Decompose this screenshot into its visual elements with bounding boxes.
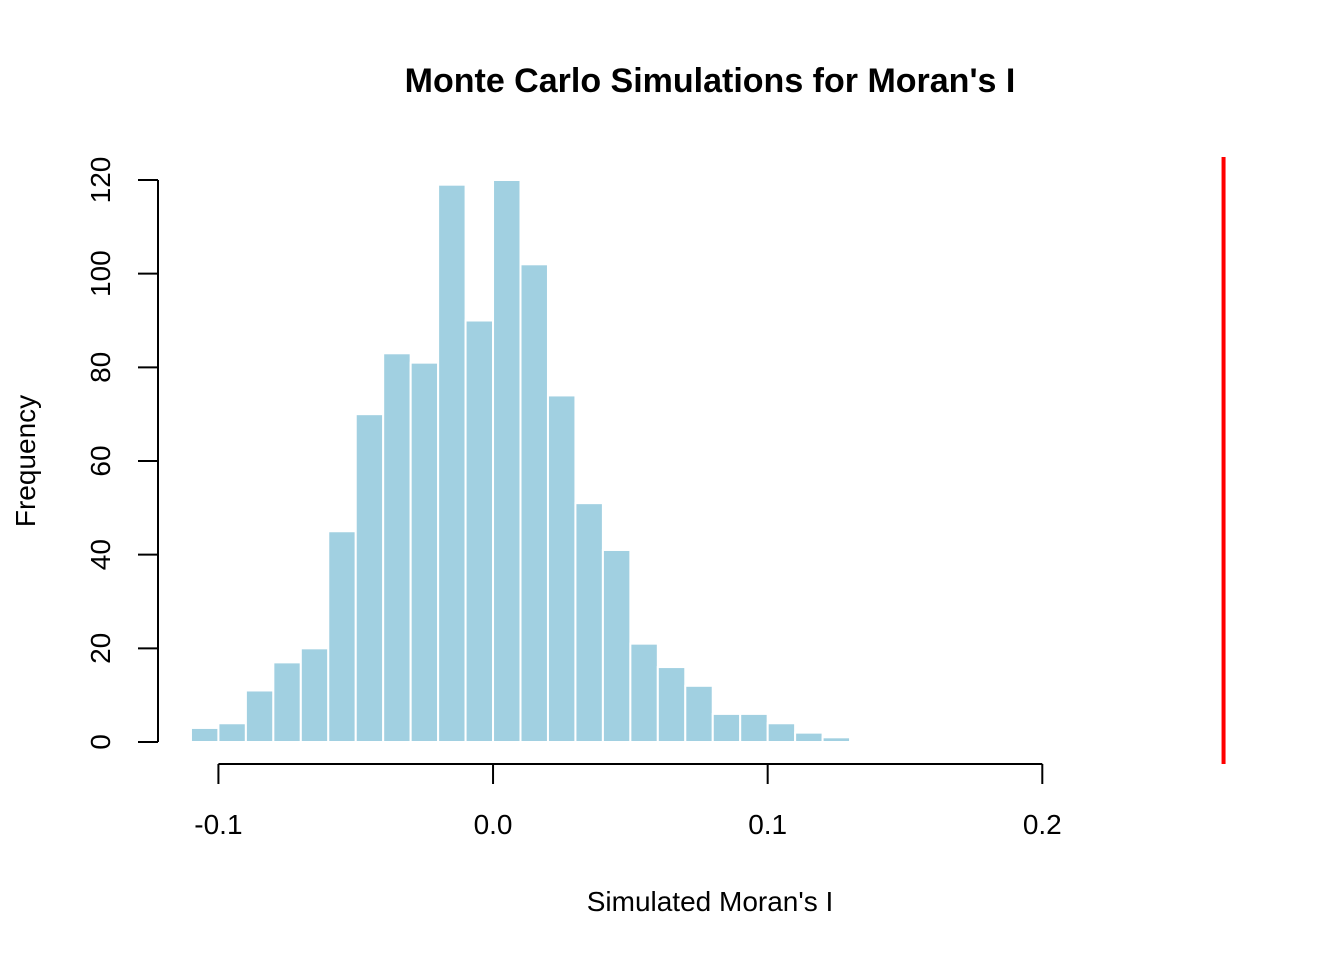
histogram-bar [519, 263, 549, 743]
histogram-bar [327, 530, 357, 743]
histogram-bar [794, 731, 824, 744]
x-tick-label: 0.1 [748, 809, 787, 840]
histogram-bar [684, 684, 714, 743]
histogram-bar [189, 726, 220, 744]
histogram-bar [244, 689, 275, 743]
histogram-bar [656, 666, 687, 744]
y-tick-label: 80 [85, 352, 116, 383]
histogram-bar [464, 319, 495, 743]
histogram-bar [821, 736, 852, 744]
y-axis-label: Frequency [10, 395, 41, 527]
histogram-bar [354, 413, 385, 743]
histogram-bar [739, 712, 769, 744]
histogram-bar [492, 179, 522, 743]
histogram-bar [574, 502, 604, 743]
histogram-bar [437, 183, 467, 743]
histogram-bar [546, 394, 577, 743]
y-tick-label: 100 [85, 250, 116, 297]
chart-title: Monte Carlo Simulations for Moran's I [405, 62, 1016, 100]
y-tick-label: 0 [85, 734, 116, 750]
histogram-bar [629, 642, 659, 744]
y-tick-label: 120 [85, 157, 116, 204]
x-axis: -0.1 0.0 0.1 0.2 [194, 763, 1062, 840]
histogram-bar [382, 352, 412, 743]
histogram-bar [299, 647, 330, 744]
x-tick-label: 0.2 [1023, 809, 1062, 840]
histogram-bar [601, 548, 632, 743]
histogram-bar [766, 722, 797, 744]
y-tick-label: 60 [85, 445, 116, 476]
y-axis: 0 20 40 60 80 100 120 [85, 157, 159, 750]
y-tick-label: 40 [85, 539, 116, 570]
y-tick-label: 20 [85, 633, 116, 664]
histogram-bars [189, 179, 852, 744]
histogram-bar [409, 361, 440, 743]
histogram-bar [711, 712, 742, 744]
x-axis-label: Simulated Moran's I [587, 886, 834, 917]
x-tick-label: -0.1 [194, 809, 242, 840]
x-tick-label: 0.0 [474, 809, 513, 840]
histogram-bar [217, 722, 247, 744]
histogram-bar [272, 661, 302, 744]
